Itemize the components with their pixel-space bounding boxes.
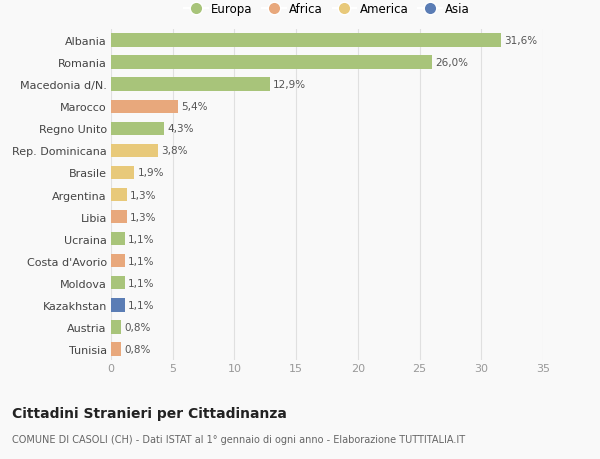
Text: 1,1%: 1,1%: [128, 234, 154, 244]
Text: 31,6%: 31,6%: [504, 36, 537, 46]
Text: 1,1%: 1,1%: [128, 300, 154, 310]
Bar: [111, 189, 127, 202]
Bar: [111, 34, 501, 47]
Bar: [111, 233, 125, 246]
Bar: [111, 211, 127, 224]
Text: 1,1%: 1,1%: [128, 278, 154, 288]
Text: 1,3%: 1,3%: [130, 212, 157, 222]
Bar: [111, 78, 270, 91]
Text: COMUNE DI CASOLI (CH) - Dati ISTAT al 1° gennaio di ogni anno - Elaborazione TUT: COMUNE DI CASOLI (CH) - Dati ISTAT al 1°…: [12, 434, 465, 444]
Text: 1,1%: 1,1%: [128, 256, 154, 266]
Text: 4,3%: 4,3%: [167, 124, 194, 134]
Text: 5,4%: 5,4%: [181, 102, 207, 112]
Bar: [111, 299, 125, 312]
Bar: [111, 123, 164, 135]
Legend: Europa, Africa, America, Asia: Europa, Africa, America, Asia: [179, 0, 475, 21]
Bar: [111, 101, 178, 113]
Text: 0,8%: 0,8%: [124, 344, 151, 354]
Bar: [111, 56, 432, 69]
Bar: [111, 321, 121, 334]
Text: Cittadini Stranieri per Cittadinanza: Cittadini Stranieri per Cittadinanza: [12, 406, 287, 420]
Text: 12,9%: 12,9%: [274, 80, 307, 90]
Text: 26,0%: 26,0%: [435, 58, 468, 68]
Text: 0,8%: 0,8%: [124, 322, 151, 332]
Bar: [111, 255, 125, 268]
Bar: [111, 145, 158, 157]
Bar: [111, 343, 121, 356]
Bar: [111, 167, 134, 179]
Text: 1,3%: 1,3%: [130, 190, 157, 200]
Text: 3,8%: 3,8%: [161, 146, 187, 156]
Text: 1,9%: 1,9%: [137, 168, 164, 178]
Bar: [111, 277, 125, 290]
